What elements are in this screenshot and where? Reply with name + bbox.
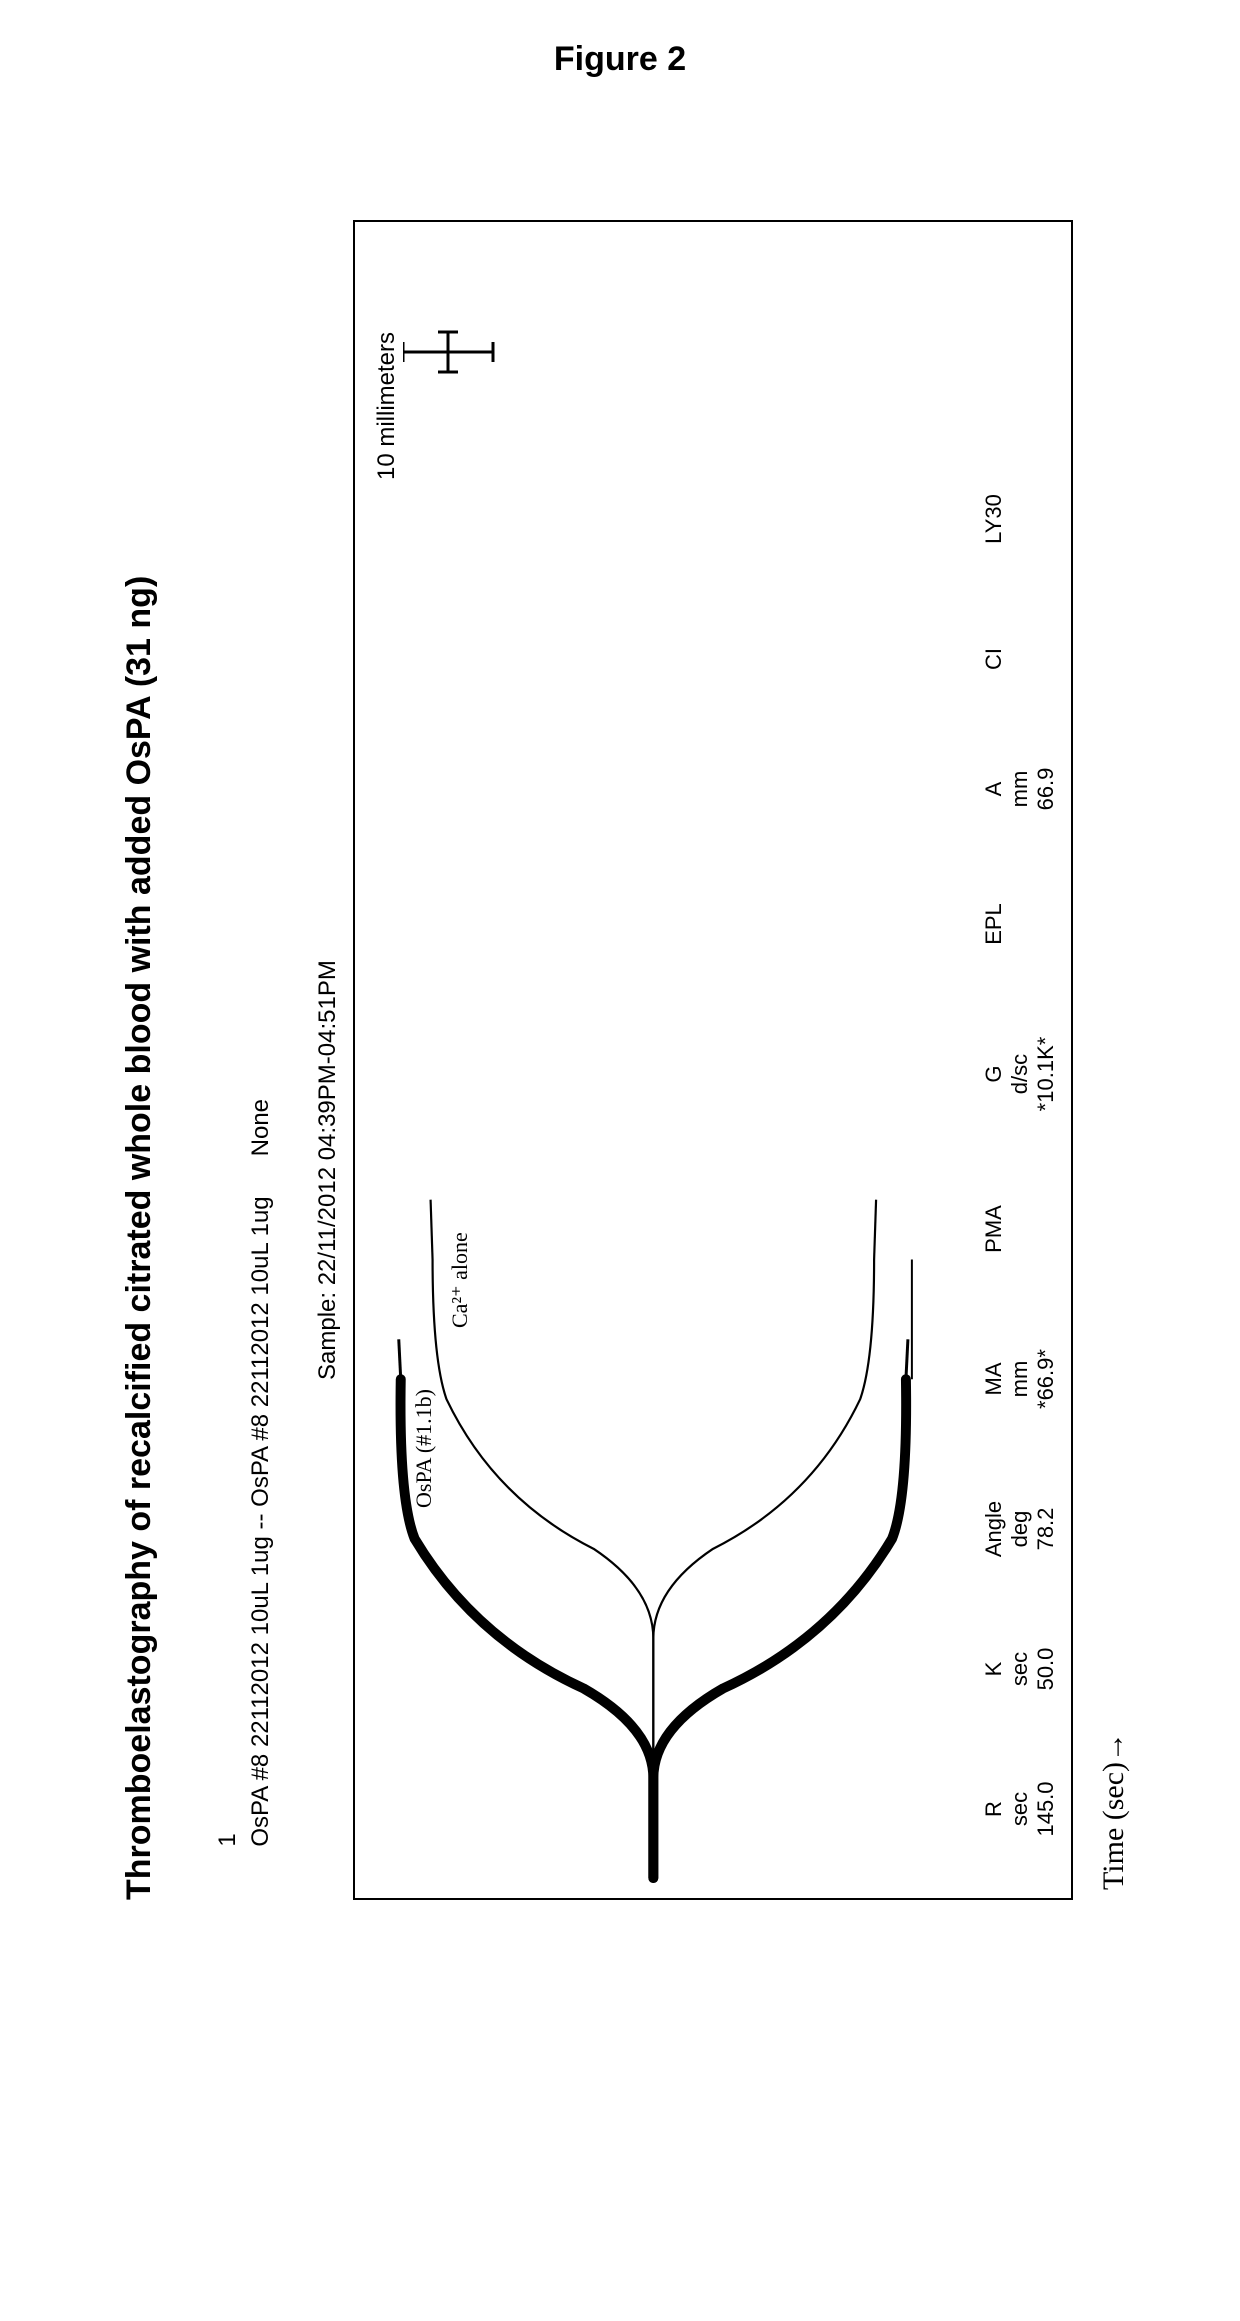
ca-trace-top-tail [431,1200,433,1260]
meas-col-epl: EPL [981,854,1059,994]
meas-col-k: Ksec50.0 [981,1604,1059,1734]
page: Figure 2 Thromboelastography of recalcif… [0,0,1240,2321]
ospa-trace-bottom [653,1379,906,1878]
meas-label: MA [981,1363,1007,1396]
meas-label: LY30 [981,494,1007,544]
meas-value: *66.9* [1033,1349,1059,1409]
meas-col-angle: Angledeg78.2 [981,1454,1059,1604]
ospa-trace-bottom-tail [906,1339,908,1379]
meas-label: CI [981,648,1007,670]
teg-curves-svg [355,222,1071,1898]
meas-label: G [981,1065,1007,1082]
meas-unit: mm [1007,771,1033,808]
plot-frame: OsPA (#1.1b) Ca²⁺ alone 10 millimeters R… [353,220,1073,1900]
meas-value: 66.9 [1033,768,1059,811]
meas-label: Angle [981,1501,1007,1557]
ca-trace-bottom-tail [874,1200,876,1260]
panel-header: 1 OsPA #8 22112012 10uL 1ug -- OsPA #8 2… [177,200,345,1900]
measurements-row: Rsec145.0Ksec50.0Angledeg78.2MAmm*66.9*P… [981,236,1059,1884]
meas-col-ma: MAmm*66.9* [981,1304,1059,1454]
ca-trace-label: Ca²⁺ alone [447,1232,473,1328]
meas-col-ly30: LY30 [981,444,1059,594]
meas-value: 145.0 [1033,1781,1059,1836]
figure-panel-rotated: Thromboelastography of recalcified citra… [120,200,1140,1900]
ospa-trace-top-tail [399,1339,401,1379]
panel-title: Thromboelastography of recalcified citra… [120,200,159,1900]
meas-col-g: Gd/sc*10.1K* [981,994,1059,1154]
scale-cross-icon [403,292,503,412]
meas-value: *10.1K* [1033,1037,1059,1112]
meas-value: 50.0 [1033,1648,1059,1691]
figure-caption: Figure 2 [0,40,1240,79]
meas-unit: mm [1007,1361,1033,1398]
scale-label: 10 millimeters [373,332,401,480]
channel-number: 1 [211,1787,245,1847]
meas-unit: d/sc [1007,1054,1033,1094]
meas-unit: deg [1007,1511,1033,1548]
sample-desc: OsPA #8 22112012 10uL 1ug -- OsPA #8 221… [247,1099,274,1847]
meas-unit: sec [1007,1792,1033,1826]
meas-label: R [981,1801,1007,1817]
meas-unit: sec [1007,1652,1033,1686]
header-line-1: 1 OsPA #8 22112012 10uL 1ug -- OsPA #8 2… [177,200,311,1900]
header-line-2: Sample: 22/11/2012 04:39PM-04:51PM [311,200,345,1900]
x-axis-label: Time (sec)→ [1097,200,1131,1890]
ospa-trace-label: OsPA (#1.1b) [411,1389,437,1508]
meas-col-ci: CI [981,594,1059,724]
meas-col-r: Rsec145.0 [981,1734,1059,1884]
meas-label: K [981,1662,1007,1677]
meas-label: EPL [981,903,1007,945]
meas-value: 78.2 [1033,1508,1059,1551]
ospa-trace-top [400,1379,653,1878]
meas-label: A [981,782,1007,797]
ca-trace-bottom [653,1260,874,1879]
ca-trace-top [433,1260,654,1879]
meas-col-a: Amm66.9 [981,724,1059,854]
meas-col-pma: PMA [981,1154,1059,1304]
meas-label: PMA [981,1205,1007,1253]
